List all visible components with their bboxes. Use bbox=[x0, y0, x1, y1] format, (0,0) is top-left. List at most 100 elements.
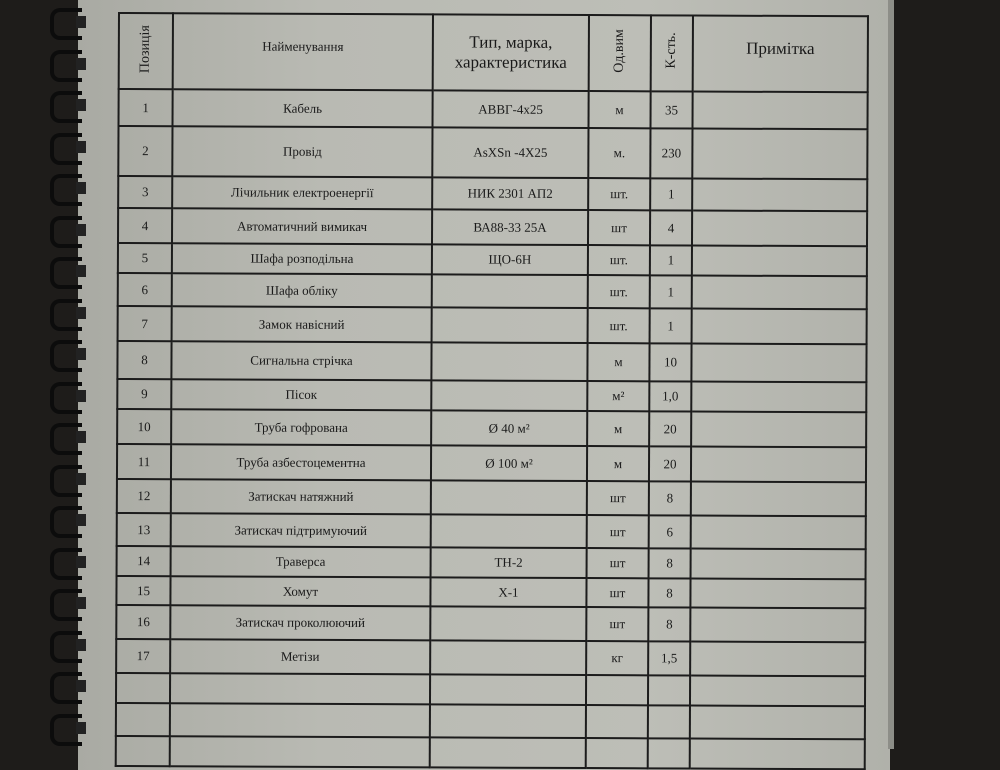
cell-pos: 7 bbox=[117, 306, 172, 342]
binding-ring bbox=[50, 8, 86, 40]
table-row: 9 Пісок м² 1,0 bbox=[117, 379, 867, 413]
page-edge bbox=[888, 0, 894, 749]
cell-note bbox=[690, 607, 866, 643]
cell-pos bbox=[115, 702, 170, 737]
cell-qty: 10 bbox=[649, 343, 692, 382]
cell-note bbox=[690, 578, 866, 609]
cell-note bbox=[691, 411, 867, 448]
cell-name: Автоматичний вимикач bbox=[171, 208, 433, 245]
cell-note bbox=[692, 128, 868, 180]
cell-name: Затискач натяжний bbox=[170, 479, 431, 515]
cell-type bbox=[430, 480, 587, 516]
table-body: 1 Кабель АВВГ-4х25 м 35 2 Провід AsXSn -4X25 м. 2… bbox=[115, 89, 868, 770]
cell-type: АВВГ-4х25 bbox=[432, 90, 589, 129]
cell-unit: шт bbox=[586, 578, 649, 608]
header-type: Тип, марка, характеристика bbox=[432, 14, 589, 92]
cell-qty: 1,5 bbox=[648, 641, 691, 676]
cell-qty: 1 bbox=[650, 178, 693, 211]
cell-qty: 1 bbox=[649, 275, 692, 309]
header-qty: К-сть. bbox=[650, 15, 693, 92]
cell-unit: м. bbox=[588, 128, 651, 179]
cell-qty: 20 bbox=[648, 446, 692, 482]
header-position: Позиція bbox=[118, 13, 173, 90]
binding-ring bbox=[50, 340, 86, 372]
header-qty-label: К-сть. bbox=[663, 32, 679, 70]
cell-note bbox=[691, 210, 868, 247]
cell-note bbox=[690, 446, 867, 483]
cell-pos: 14 bbox=[116, 545, 171, 577]
cell-qty: 8 bbox=[648, 548, 691, 579]
cell-pos: 3 bbox=[118, 176, 173, 209]
cell-qty: 8 bbox=[648, 481, 691, 516]
binding-ring bbox=[50, 713, 86, 746]
table-row: 15 Хомут Х-1 шт 8 bbox=[116, 575, 866, 609]
cell-type: НИК 2301 АП2 bbox=[432, 177, 589, 211]
binding-ring bbox=[50, 589, 86, 621]
cell-type: Ø 40 м² bbox=[431, 410, 588, 447]
cell-name: Затискач проколюючий bbox=[170, 605, 431, 641]
cell-pos: 12 bbox=[116, 478, 171, 514]
cell-name: Провід bbox=[172, 126, 433, 178]
cell-note bbox=[690, 515, 866, 550]
table-row: 14 Траверса ТН-2 шт 8 bbox=[116, 545, 866, 580]
cell-name: Кабель bbox=[172, 89, 433, 128]
table-row: 1 Кабель АВВГ-4х25 м 35 bbox=[118, 89, 868, 130]
table-row: 2 Провід AsXSn -4X25 м. 230 bbox=[118, 126, 868, 180]
table-row: 4 Автоматичний вимикач ВА88-33 25А шт 4 bbox=[117, 208, 868, 247]
cell-unit: шт bbox=[586, 481, 649, 516]
cell-name: Затискач підтримуючий bbox=[170, 513, 431, 548]
cell-unit: м² bbox=[587, 381, 650, 412]
binding-ring bbox=[50, 672, 86, 704]
cell-unit bbox=[585, 675, 649, 706]
cell-note bbox=[690, 481, 866, 517]
cell-type: Х-1 bbox=[430, 577, 587, 608]
table-row: 8 Сигнальна стрічка м 10 bbox=[117, 341, 867, 383]
table-row: 11 Труба азбестоцементна Ø 100 м² м 20 bbox=[116, 444, 867, 483]
cell-qty bbox=[647, 675, 691, 706]
empty-table-row bbox=[115, 702, 865, 740]
cell-note bbox=[691, 308, 867, 345]
cell-qty: 8 bbox=[648, 607, 691, 642]
cell-pos: 13 bbox=[116, 512, 171, 547]
cell-type: ВА88-33 25А bbox=[431, 209, 589, 246]
cell-note bbox=[691, 381, 867, 413]
cell-name: Шафа обліку bbox=[171, 273, 432, 308]
cell-note bbox=[692, 178, 868, 212]
cell-type bbox=[429, 737, 586, 769]
header-note: Примітка bbox=[692, 15, 868, 93]
cell-unit: шт bbox=[586, 515, 649, 549]
table-row: 10 Труба гофрована Ø 40 м² м 20 bbox=[117, 409, 867, 448]
cell-unit: шт bbox=[586, 548, 649, 579]
cell-type bbox=[430, 640, 587, 676]
cell-name: Сигнальна стрічка bbox=[171, 341, 432, 381]
table-row: 13 Затискач підтримуючий шт 6 bbox=[116, 512, 866, 550]
cell-unit: м bbox=[586, 446, 650, 482]
cell-pos: 2 bbox=[118, 126, 173, 177]
cell-qty: 230 bbox=[650, 128, 693, 179]
binding-ring bbox=[50, 298, 86, 331]
binding-ring bbox=[50, 547, 86, 580]
cell-name: Пісок bbox=[171, 379, 432, 411]
cell-type: AsXSn -4X25 bbox=[432, 127, 589, 179]
binding-ring bbox=[50, 257, 86, 289]
cell-type: Ø 100 м² bbox=[430, 445, 588, 482]
cell-name: Траверса bbox=[170, 546, 431, 578]
table-row: 3 Лічильник електроенергії НИК 2301 АП2 шт.… bbox=[118, 176, 868, 212]
cell-unit: шт. bbox=[587, 308, 650, 344]
cell-pos: 16 bbox=[116, 604, 171, 640]
cell-type bbox=[431, 380, 588, 412]
cell-name bbox=[169, 703, 430, 738]
cell-unit: кг bbox=[586, 641, 649, 676]
cell-pos bbox=[115, 735, 170, 767]
cell-name: Метізи bbox=[170, 639, 431, 675]
cell-pos: 9 bbox=[117, 379, 172, 410]
binding-ring bbox=[50, 174, 86, 206]
cell-name: Труба азбестоцементна bbox=[170, 444, 432, 481]
cell-unit: шт. bbox=[587, 245, 650, 276]
cell-qty: 6 bbox=[648, 515, 691, 549]
cell-qty: 4 bbox=[649, 210, 693, 246]
cell-name: Шафа розподільна bbox=[171, 243, 432, 275]
cell-pos: 5 bbox=[117, 243, 172, 274]
cell-unit: шт. bbox=[588, 178, 651, 211]
header-unit: Од.вим bbox=[588, 15, 651, 92]
